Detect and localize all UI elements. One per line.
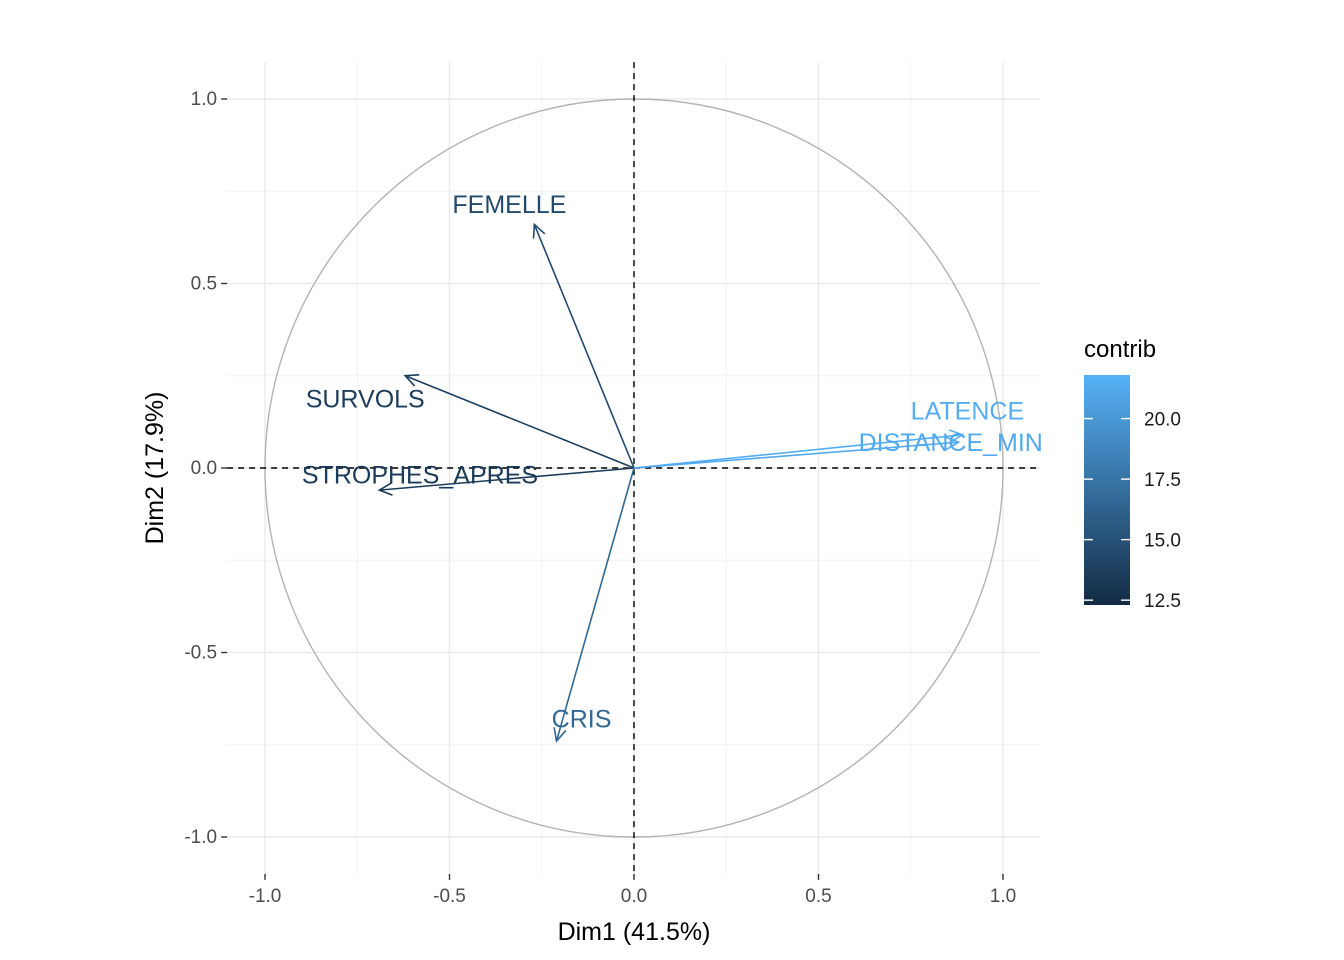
arrow-femelle xyxy=(533,224,635,469)
y-tick-label: 0.5 xyxy=(191,274,217,295)
label-strophes-apres: STROPHES_APRES xyxy=(302,462,538,490)
legend-tick-label: 15.0 xyxy=(1144,531,1181,552)
y-axis-title: Dim2 (17.9%) xyxy=(141,392,169,545)
y-axis: -1.0 -0.5 0.0 0.5 1.0 xyxy=(184,89,228,848)
y-tick-label: 0.0 xyxy=(191,458,217,479)
y-tick-label: -0.5 xyxy=(184,643,217,664)
arrow-latence xyxy=(633,433,963,469)
variable-labels: FEMELLE SURVOLS STROPHES_APRES CRIS LATENCE D… xyxy=(302,191,1043,734)
y-tick-label: -1.0 xyxy=(184,827,217,848)
arrow-cris xyxy=(555,467,635,742)
x-axis-title: Dim1 (41.5%) xyxy=(558,918,711,946)
legend-tick-label: 20.0 xyxy=(1144,410,1181,431)
reference-lines xyxy=(227,62,1040,874)
label-latence: LATENCE xyxy=(911,397,1024,425)
y-tick-label: 1.0 xyxy=(191,89,217,110)
label-distance-min: DISTANCE_MIN xyxy=(859,429,1043,457)
arrowhead-cris xyxy=(553,727,567,743)
x-axis: -1.0 -0.5 0.0 0.5 1.0 xyxy=(249,873,1016,907)
label-cris: CRIS xyxy=(552,706,612,734)
legend-title: contrib xyxy=(1084,336,1156,363)
x-tick-label: 0.0 xyxy=(621,886,647,907)
variable-arrows xyxy=(377,222,965,743)
x-tick-label: 0.5 xyxy=(805,886,831,907)
label-femelle: FEMELLE xyxy=(452,191,566,219)
label-survols: SURVOLS xyxy=(306,385,425,413)
arrow-distance-min xyxy=(633,441,959,469)
arrowhead-femelle xyxy=(532,222,546,239)
arrowhead-strophes-apres xyxy=(377,482,393,496)
x-tick-label: 1.0 xyxy=(990,886,1016,907)
legend-ticks: 12.5 15.0 17.5 20.0 xyxy=(1084,410,1181,612)
legend-tick-label: 12.5 xyxy=(1144,591,1181,612)
legend-colorbar xyxy=(1084,375,1130,605)
arrow-survols xyxy=(404,375,635,469)
legend-tick-label: 17.5 xyxy=(1144,470,1181,491)
legend: contrib 12.5 15.0 17.5 20.0 xyxy=(1084,336,1181,612)
x-tick-label: -1.0 xyxy=(249,886,282,907)
x-tick-label: -0.5 xyxy=(433,886,466,907)
arrowhead-distance-min xyxy=(945,436,961,450)
arrow-strophes-apres xyxy=(379,467,635,491)
arrowhead-survols xyxy=(403,374,420,387)
